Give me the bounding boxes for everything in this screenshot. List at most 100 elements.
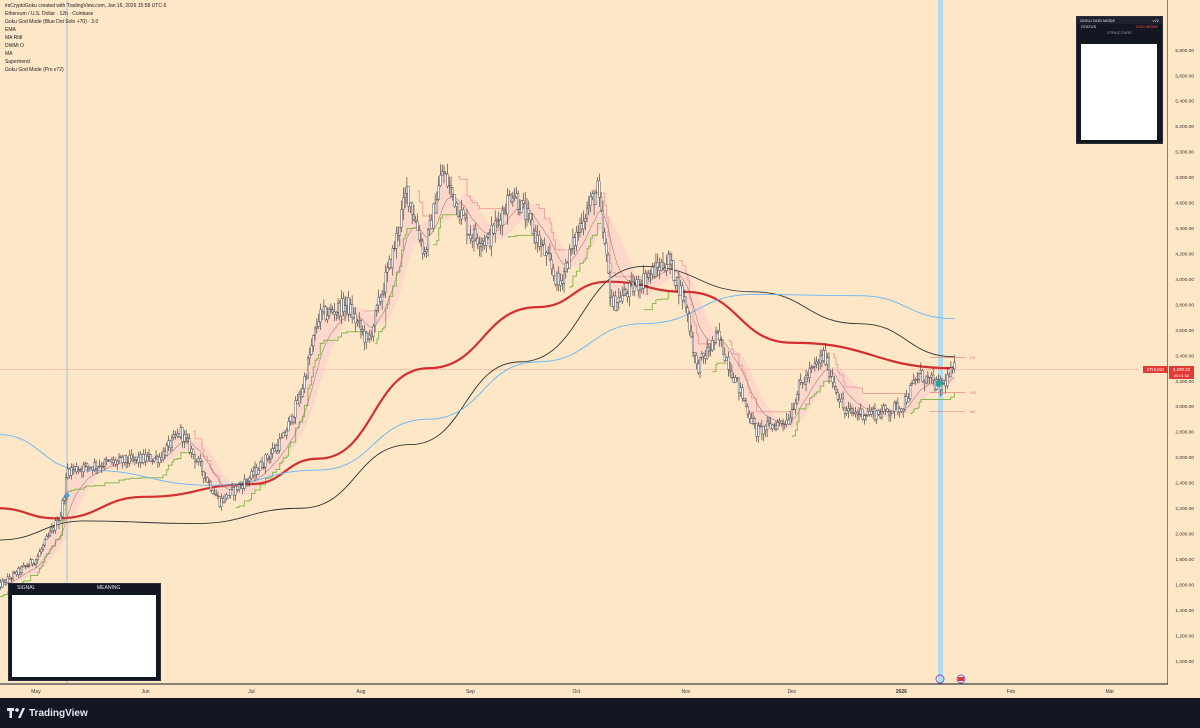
candle-body [84, 463, 87, 466]
candle-body [930, 374, 933, 378]
candle-body [395, 233, 398, 249]
price-tick-label: 1,600.00 [1175, 582, 1194, 588]
candle-body [531, 219, 534, 234]
candle-body [566, 262, 569, 269]
candle-body [118, 456, 121, 462]
candle-body [594, 192, 597, 205]
candle-body [310, 345, 313, 355]
price-tick-label: 5,200.00 [1175, 124, 1194, 130]
candle-body [492, 225, 495, 234]
candle-body [148, 454, 151, 457]
candle-body [946, 374, 949, 387]
goku-structure-label: STRUCTURE [1107, 30, 1132, 35]
candle-body [764, 426, 767, 431]
candle-body [421, 240, 424, 254]
time-tick-label: Jun [141, 689, 149, 695]
candle-body [308, 354, 311, 359]
candle-body [229, 489, 232, 496]
price-tick-label: 3,200.00 [1175, 379, 1194, 385]
candle-body [746, 406, 749, 415]
candle-body [268, 458, 271, 460]
ma-black-line [0, 265, 955, 541]
candle-body [497, 219, 500, 221]
candle-body [354, 313, 357, 324]
candle-body [925, 375, 928, 384]
candle-body [524, 203, 527, 220]
candle-body [382, 292, 385, 295]
candle-body [29, 559, 32, 566]
time-tick-label: Dec [787, 689, 796, 695]
candle-body [762, 426, 765, 435]
candle-body [820, 355, 823, 361]
ma-blue-line [0, 293, 955, 486]
candle-body [82, 464, 85, 472]
candle-body [174, 434, 177, 437]
candle-body [504, 212, 507, 215]
cloud-bands [0, 165, 955, 598]
candle-body [561, 280, 564, 284]
candle-body [515, 193, 518, 198]
price-tick-label: 3,400.00 [1175, 353, 1194, 359]
candle-body [442, 171, 445, 174]
candle-body [342, 298, 345, 312]
candle-body [654, 262, 657, 278]
candle-body [753, 418, 756, 424]
time-tick-label: Nov [681, 689, 690, 695]
candle-body [856, 411, 859, 415]
time-axis-bg [0, 684, 1168, 698]
candle-body [345, 297, 348, 306]
candle-body [298, 394, 301, 404]
candle-body [812, 366, 815, 368]
price-tick-label: 4,000.00 [1175, 277, 1194, 283]
price-tick-label: 3,000.00 [1175, 404, 1194, 410]
candle-body [73, 466, 76, 470]
candle-body [370, 334, 373, 337]
candle-body [835, 385, 838, 393]
candle-body [197, 458, 200, 462]
candle-body [20, 566, 23, 573]
legend-indicator[interactable]: Supertrend [5, 59, 30, 65]
candle-body [130, 454, 133, 459]
candle-body [257, 470, 260, 475]
candle-body [38, 551, 41, 557]
candle-body [386, 267, 389, 273]
candle-body [787, 419, 790, 425]
candle-body [932, 374, 935, 381]
legend-indicator[interactable]: MA Rtitl [5, 35, 23, 41]
candle-body [425, 249, 428, 253]
chart-area[interactable]: D0 W0 M0 1,000.00 1,200.00 1,400.00 1,600.00 1… [0, 0, 1200, 698]
candle-body [573, 237, 576, 246]
legend-indicator[interactable]: MA [5, 51, 13, 57]
candle-body [545, 252, 548, 256]
tradingview-logo[interactable]: TradingView [7, 705, 88, 721]
supertrend-up-line [0, 452, 192, 598]
candle-body [105, 459, 108, 461]
candle-body [842, 398, 845, 409]
legend-indicator[interactable]: EMA [5, 27, 16, 33]
candle-body [19, 568, 22, 573]
candle-body [453, 194, 456, 207]
candle-body [533, 230, 536, 234]
candle-body [757, 425, 760, 437]
candle-body [59, 516, 62, 521]
candle-body [683, 296, 686, 301]
candle-body [942, 380, 945, 384]
candle-body [642, 273, 645, 289]
candle-body [379, 296, 382, 302]
price-chart[interactable]: D0 W0 M0 1,000.00 1,200.00 1,400.00 1,600.00 1… [0, 0, 1200, 698]
candle-body [760, 426, 763, 435]
legend-indicator[interactable]: Goku God Mode (Blue Dot Solo +70) · 3.0 [5, 19, 99, 25]
candle-body [66, 468, 69, 478]
candle-body [363, 330, 366, 343]
candle-body [633, 285, 636, 292]
candle-body [211, 490, 214, 494]
supertrend-down-line [535, 204, 568, 251]
candle-body [670, 260, 673, 265]
candle-body [114, 460, 117, 465]
candle-body [891, 411, 894, 414]
legend-symbol[interactable]: Ethereum / U.S. Dollar · 12h · Coinbase [5, 11, 94, 17]
candle-body [434, 203, 437, 214]
legend-indicator[interactable]: DWMi O [5, 43, 24, 49]
candle-body [409, 202, 412, 207]
legend-indicator[interactable]: Goku God Mode (Pro v72) [5, 67, 64, 73]
